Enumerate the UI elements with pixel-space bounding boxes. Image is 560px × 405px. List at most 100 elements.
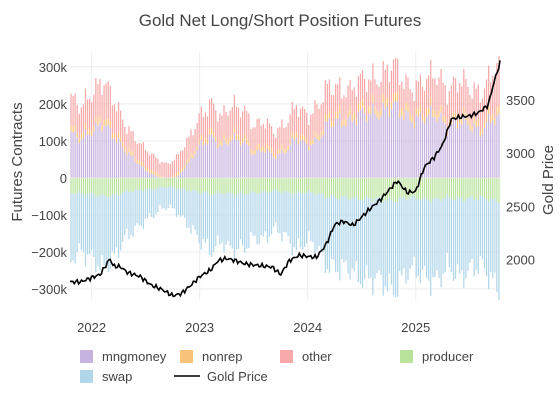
bar-producer [424,178,425,197]
bar-other [294,109,295,136]
bar-other [155,157,156,172]
bar-other [416,80,417,108]
bar-swap [87,193,88,254]
bar-other [178,154,179,172]
bar-other [331,95,332,121]
bar-other [174,160,175,175]
bar-swap [347,199,348,274]
bar-producer [79,178,80,192]
bar-swap [414,195,415,257]
bar-nonrep [443,115,444,122]
bar-other [296,105,297,133]
bar-mngmoney [325,121,326,178]
bar-swap [327,197,328,269]
bar-nonrep [308,146,309,150]
bar-producer [436,178,437,197]
bar-swap [151,189,152,217]
bar-mngmoney [310,145,311,178]
bar-other [151,154,152,170]
bar-nonrep [370,107,371,114]
bar-mngmoney [246,144,247,178]
bar-mngmoney [438,117,439,178]
bar-swap [77,193,78,252]
bar-producer [143,178,144,192]
bar-other [397,59,398,92]
bar-producer [407,178,408,199]
legend-item-producer[interactable]: producer [400,349,474,364]
bar-mngmoney [199,145,200,178]
bar-producer [438,178,439,199]
bar-producer [331,178,332,195]
bar-other [225,112,226,138]
bar-mngmoney [469,129,470,178]
legend-item-other[interactable]: other [280,349,332,364]
bar-other [354,87,355,112]
bar-mngmoney [436,121,437,177]
bar-mngmoney [418,117,419,178]
bar-other [228,115,229,140]
bar-swap [283,191,284,232]
bar-mngmoney [244,140,245,178]
bar-producer [449,178,450,198]
bar-other [461,87,462,118]
bar-swap [476,198,477,269]
bar-other [350,80,351,107]
bar-nonrep [95,116,96,123]
bar-producer [277,178,278,192]
bar-other [271,126,272,148]
bar-mngmoney [145,170,146,178]
legend-label: other [302,349,332,364]
bar-swap [302,194,303,250]
bar-producer [354,178,355,198]
bar-other [124,127,125,147]
bar-swap [490,198,491,272]
legend-label: nonrep [202,349,242,364]
bar-producer [149,178,150,188]
bar-mngmoney [230,142,231,178]
bar-mngmoney [225,144,226,178]
bar-mngmoney [97,126,98,178]
legend-item-swap[interactable]: swap [80,369,132,384]
bar-swap [72,194,73,261]
bar-nonrep [476,121,477,128]
legend-swatch [280,350,293,363]
bar-mngmoney [87,135,88,178]
bar-nonrep [292,132,293,138]
bar-nonrep [269,146,270,151]
bar-other [166,162,167,178]
bar-other [244,106,245,135]
bar-producer [95,178,96,197]
bar-producer [184,178,185,189]
bar-nonrep [432,110,433,117]
bar-other [211,98,212,128]
bar-nonrep [457,122,458,128]
bar-swap [219,194,220,245]
bar-producer [492,178,493,199]
bar-mngmoney [471,132,472,178]
bar-nonrep [265,149,266,153]
bar-other [360,74,361,102]
bar-other [302,107,303,135]
bar-producer [496,178,497,202]
bar-producer [112,178,113,194]
bar-other [337,84,338,111]
bar-producer [168,178,169,187]
bar-producer [467,178,468,198]
bar-nonrep [246,139,247,144]
bar-nonrep [197,146,198,150]
bar-producer [256,178,257,194]
bar-other [430,60,431,97]
bar-mngmoney [314,137,315,178]
bar-mngmoney [347,119,348,178]
bar-mngmoney [182,171,183,178]
bar-nonrep [445,117,446,124]
bar-mngmoney [209,135,210,178]
bar-swap [254,192,255,236]
legend-label: swap [102,369,132,384]
bar-producer [219,178,220,194]
bar-producer [480,178,481,196]
bar-other [106,83,107,119]
legend-item-nonrep[interactable]: nonrep [180,349,242,364]
bar-nonrep [199,140,200,145]
bar-swap [436,197,437,270]
